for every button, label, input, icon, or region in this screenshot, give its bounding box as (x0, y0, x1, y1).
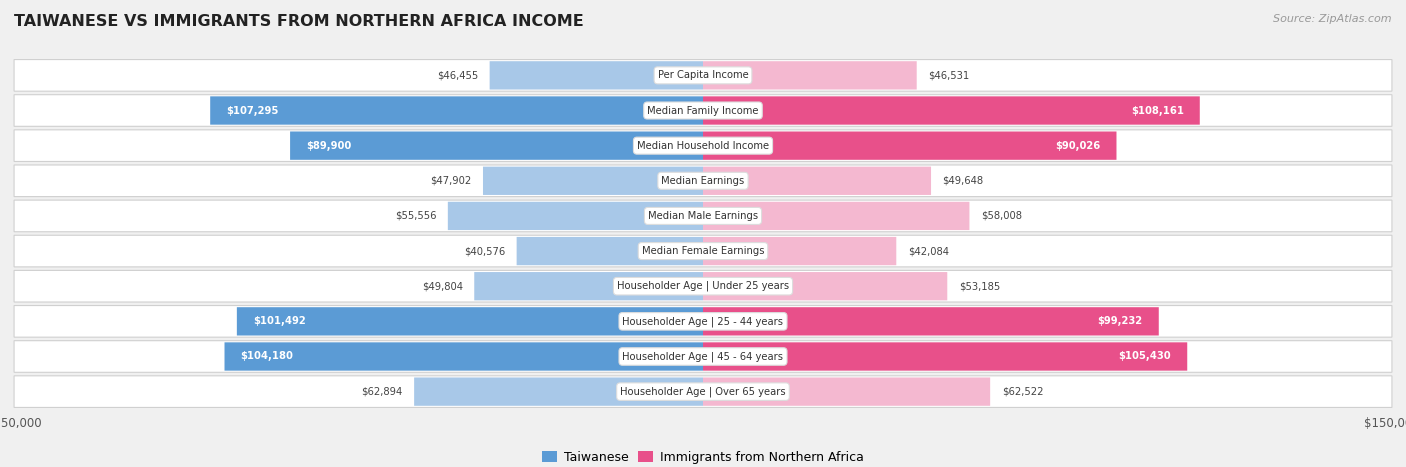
FancyBboxPatch shape (703, 61, 917, 90)
Text: Median Female Earnings: Median Female Earnings (641, 246, 765, 256)
FancyBboxPatch shape (703, 342, 1187, 371)
FancyBboxPatch shape (14, 130, 1392, 162)
Text: Householder Age | Over 65 years: Householder Age | Over 65 years (620, 386, 786, 397)
FancyBboxPatch shape (14, 60, 1392, 91)
Text: $62,894: $62,894 (361, 387, 402, 396)
Text: Householder Age | 45 - 64 years: Householder Age | 45 - 64 years (623, 351, 783, 362)
Text: $104,180: $104,180 (240, 352, 294, 361)
Text: $62,522: $62,522 (1001, 387, 1043, 396)
FancyBboxPatch shape (14, 95, 1392, 126)
Text: Median Earnings: Median Earnings (661, 176, 745, 186)
Text: Householder Age | Under 25 years: Householder Age | Under 25 years (617, 281, 789, 291)
Text: $46,531: $46,531 (928, 71, 970, 80)
Text: $40,576: $40,576 (464, 246, 505, 256)
Text: $90,026: $90,026 (1054, 141, 1101, 151)
FancyBboxPatch shape (703, 237, 896, 265)
FancyBboxPatch shape (703, 307, 1159, 335)
FancyBboxPatch shape (236, 307, 703, 335)
Text: $46,455: $46,455 (437, 71, 478, 80)
FancyBboxPatch shape (703, 167, 931, 195)
FancyBboxPatch shape (14, 305, 1392, 337)
FancyBboxPatch shape (14, 376, 1392, 407)
FancyBboxPatch shape (489, 61, 703, 90)
Text: $58,008: $58,008 (981, 211, 1022, 221)
Text: TAIWANESE VS IMMIGRANTS FROM NORTHERN AFRICA INCOME: TAIWANESE VS IMMIGRANTS FROM NORTHERN AF… (14, 14, 583, 29)
Text: $49,648: $49,648 (942, 176, 984, 186)
FancyBboxPatch shape (14, 341, 1392, 372)
FancyBboxPatch shape (484, 167, 703, 195)
Text: Median Family Income: Median Family Income (647, 106, 759, 115)
Text: $47,902: $47,902 (430, 176, 471, 186)
Text: $105,430: $105,430 (1119, 352, 1171, 361)
FancyBboxPatch shape (14, 165, 1392, 197)
Text: $108,161: $108,161 (1130, 106, 1184, 115)
FancyBboxPatch shape (449, 202, 703, 230)
Text: $49,804: $49,804 (422, 281, 463, 291)
FancyBboxPatch shape (703, 202, 969, 230)
Text: Source: ZipAtlas.com: Source: ZipAtlas.com (1274, 14, 1392, 24)
FancyBboxPatch shape (290, 132, 703, 160)
Text: Median Household Income: Median Household Income (637, 141, 769, 151)
FancyBboxPatch shape (14, 235, 1392, 267)
Text: Median Male Earnings: Median Male Earnings (648, 211, 758, 221)
Text: $89,900: $89,900 (307, 141, 352, 151)
Legend: Taiwanese, Immigrants from Northern Africa: Taiwanese, Immigrants from Northern Afri… (537, 446, 869, 467)
Text: $42,084: $42,084 (908, 246, 949, 256)
Text: $53,185: $53,185 (959, 281, 1000, 291)
FancyBboxPatch shape (703, 96, 1199, 125)
FancyBboxPatch shape (415, 377, 703, 406)
Text: $55,556: $55,556 (395, 211, 436, 221)
FancyBboxPatch shape (516, 237, 703, 265)
FancyBboxPatch shape (703, 377, 990, 406)
FancyBboxPatch shape (225, 342, 703, 371)
FancyBboxPatch shape (211, 96, 703, 125)
FancyBboxPatch shape (14, 200, 1392, 232)
Text: $107,295: $107,295 (226, 106, 278, 115)
FancyBboxPatch shape (14, 270, 1392, 302)
Text: $101,492: $101,492 (253, 316, 305, 326)
FancyBboxPatch shape (474, 272, 703, 300)
Text: $99,232: $99,232 (1098, 316, 1143, 326)
FancyBboxPatch shape (703, 272, 948, 300)
Text: Householder Age | 25 - 44 years: Householder Age | 25 - 44 years (623, 316, 783, 326)
FancyBboxPatch shape (703, 132, 1116, 160)
Text: Per Capita Income: Per Capita Income (658, 71, 748, 80)
